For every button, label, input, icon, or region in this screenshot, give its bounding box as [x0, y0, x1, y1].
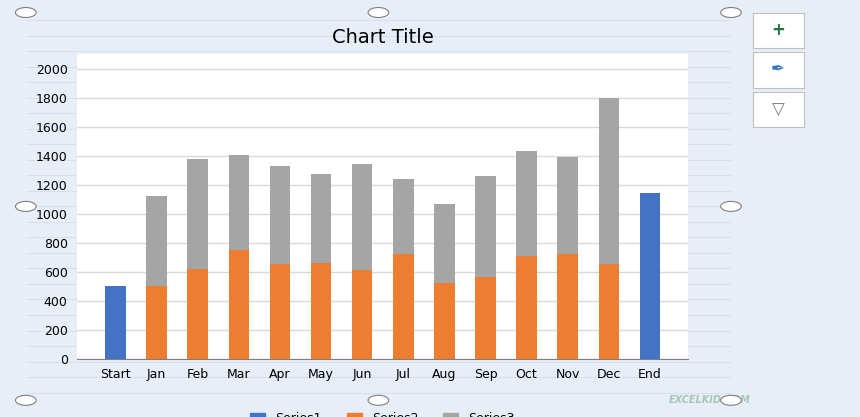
Bar [229, 155, 249, 250]
Bar [393, 254, 414, 359]
Bar [229, 250, 249, 359]
Bar [270, 264, 290, 359]
Bar [640, 193, 660, 359]
Bar [310, 174, 331, 263]
Title: Chart Title: Chart Title [332, 28, 433, 47]
Bar [146, 196, 167, 286]
Bar [599, 264, 619, 359]
Bar [146, 286, 167, 359]
Bar [434, 283, 455, 359]
Legend: Series1, Series2, Series3: Series1, Series2, Series3 [245, 407, 520, 417]
Bar [352, 164, 372, 270]
Bar [270, 166, 290, 264]
Text: ✒: ✒ [771, 61, 785, 79]
Bar [557, 254, 578, 359]
Bar [310, 263, 331, 359]
Bar [516, 151, 537, 256]
Bar [105, 286, 126, 359]
Bar [187, 159, 208, 269]
Bar [187, 269, 208, 359]
Bar [599, 98, 619, 264]
Bar [476, 277, 495, 359]
Bar [476, 176, 495, 277]
Text: ▽: ▽ [771, 100, 784, 118]
Text: EXCELKID.COM: EXCELKID.COM [668, 395, 751, 405]
Bar [516, 256, 537, 359]
Bar [434, 203, 455, 283]
Bar [557, 157, 578, 254]
Bar [352, 270, 372, 359]
Text: +: + [771, 21, 785, 39]
Bar [393, 179, 414, 254]
